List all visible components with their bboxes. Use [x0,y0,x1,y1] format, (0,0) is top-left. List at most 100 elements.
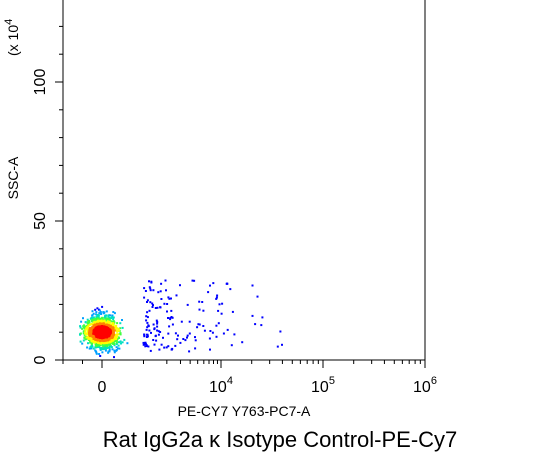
data-point [112,328,115,331]
data-point [87,336,90,339]
data-point [111,322,114,325]
data-point [102,320,105,323]
data-point [82,339,85,342]
data-point [112,318,115,320]
data-point [167,345,170,348]
data-point [97,314,100,317]
data-point [174,344,177,347]
data-point [98,344,101,347]
data-point [115,349,118,351]
data-point [209,330,212,332]
data-point [168,297,171,300]
data-point [198,323,201,326]
data-point [79,326,82,329]
data-point [146,301,148,303]
data-point [115,343,118,346]
data-point [79,332,82,335]
data-point [111,314,114,317]
data-point [215,335,218,338]
data-point [83,327,86,330]
data-point [82,317,84,320]
data-point [149,301,152,304]
data-point [146,311,149,314]
data-point [106,344,109,346]
data-point [156,306,159,309]
data-point [86,346,89,349]
data-point [177,334,179,337]
data-point [88,321,91,324]
data-point [160,298,163,300]
data-point [113,312,116,315]
data-point [101,351,104,354]
data-point [163,302,166,305]
data-point [121,326,124,329]
data-point [99,311,102,313]
data-point [104,322,107,325]
data-point [170,309,173,312]
data-point [146,316,149,319]
data-point [108,323,111,326]
data-point [98,309,101,312]
data-point [118,332,121,335]
data-point [182,338,185,340]
data-point [91,342,94,345]
data-point [165,346,168,349]
data-point [229,288,232,291]
data-point [100,331,103,334]
data-point [105,345,108,347]
data-point [147,325,150,328]
data-point [194,339,197,342]
data-point [145,333,148,336]
data-point [281,343,283,346]
data-point [148,329,151,332]
data-point [95,311,98,314]
data-point [100,313,103,315]
data-point [208,337,211,340]
data-point [145,328,148,331]
data-point [89,336,92,339]
data-point [79,325,82,328]
data-point [146,321,149,324]
data-point [90,347,93,350]
data-point [104,343,107,346]
data-point [156,322,159,325]
data-point [88,330,91,333]
data-point [153,343,156,346]
data-point [112,316,115,319]
data-point [143,296,146,299]
data-point [159,331,162,333]
data-point [157,330,160,333]
data-point [98,353,101,355]
data-point [104,347,107,350]
data-point [261,316,264,319]
data-point [96,307,99,310]
data-point [156,321,159,323]
data-point [116,338,119,341]
data-point [96,343,99,346]
data-point [113,321,116,324]
data-point [150,331,152,334]
data-point [194,336,196,339]
data-point [87,334,90,337]
data-point [87,324,90,327]
data-point [193,279,196,282]
data-point [107,351,110,354]
data-point [98,312,101,315]
data-point [209,348,211,351]
data-point [211,331,214,334]
data-point [170,316,173,318]
data-point [220,312,223,315]
data-point [103,345,106,348]
data-point [121,341,124,344]
data-point [119,327,122,330]
data-point [95,342,98,345]
data-point [226,328,229,331]
data-point [104,349,107,352]
data-point [86,318,89,321]
data-point [157,333,160,336]
data-point [92,312,95,315]
data-point [186,334,189,337]
data-point [89,317,92,320]
data-point [88,347,91,350]
data-point [80,320,83,323]
